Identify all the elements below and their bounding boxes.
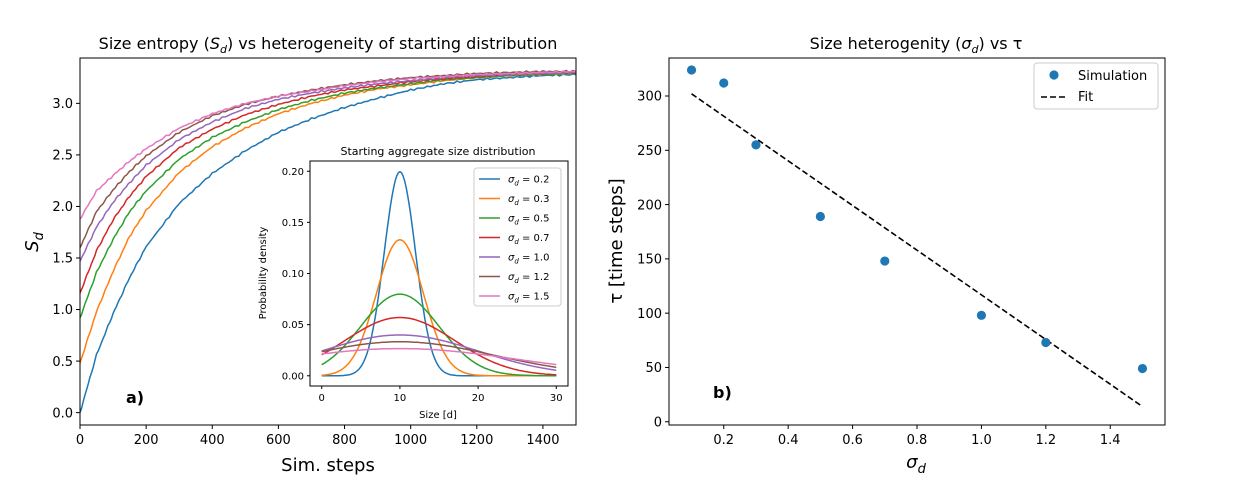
x-tick-label: 1000 [394,433,427,448]
y-tick-label: 2.5 [52,149,73,164]
tau-y-ticks: 0 50 100 150 200 250 300 [637,90,669,430]
y-tick-label: 250 [637,144,662,159]
x-tick-label: 800 [332,433,357,448]
entropy-line-d-0-2 [79,73,577,413]
y-tick-label: 200 [637,198,662,213]
legend-simulation-marker [1049,70,1059,80]
inset-axes-frame [309,160,569,387]
x-tick-label: 400 [200,433,225,448]
y-tick-label: 2.0 [52,200,73,215]
x-tick-label: 600 [266,433,291,448]
inset-x-label: Size [d] [419,410,457,421]
tau-x-ticks: 0.2 0.4 0.6 0.8 1.0 1.2 1.4 [713,425,1121,448]
entropy-chart-title: Size entropy (Sd) vs heterogeneity of st… [99,34,558,56]
inset-line-d-1-5 [321,347,557,366]
inset-legend-label: σd = 0.5 [508,214,549,227]
tau-chart: Size heterogenity (σd) vs τ 0.2 0.4 0.6 0.8… [606,34,1166,477]
entropy-line-d-1-5 [79,70,576,220]
tau-chart-title: Size heterogenity (σd) vs τ [810,34,1023,56]
legend-fit-label: Fit [1078,90,1093,105]
y-tick-label: 100 [637,307,662,322]
tau-legend: Simulation Fit [1033,62,1159,110]
inset-line-d-1-0 [321,334,557,372]
inset-legend-label: σd = 1.2 [508,272,549,285]
x-tick-label: 0.4 [778,433,799,448]
inset-y-label: Probability density [258,227,269,320]
inset-chart: Starting aggregate size distribution 0 10… [258,145,569,421]
y-tick-label: 0.10 [282,269,304,280]
x-tick-label: 20 [472,393,485,404]
inset-legend-label: σd = 0.2 [508,175,549,188]
y-tick-label: 0.20 [282,167,304,178]
simulation-point [976,310,987,320]
y-tick-label: 3.0 [52,97,73,112]
x-tick-label: 1.4 [1100,433,1121,448]
entropy-axes-frame [79,57,577,426]
y-tick-label: 1.5 [52,252,73,267]
x-tick-label: 30 [550,393,563,404]
y-tick-label: 50 [645,361,662,376]
entropy-chart: Size entropy (Sd) vs heterogeneity of st… [22,34,577,476]
x-tick-label: 0 [76,433,84,448]
inset-legend-label: σd = 0.3 [508,194,549,207]
y-tick-label: 0.0 [52,406,73,421]
inset-title: Starting aggregate size distribution [341,145,536,158]
inset-legend-items: σd = 0.2 σd = 0.3 σd = 0.5 σd = 0.7 σd = 1.0… [479,175,549,305]
y-tick-label: 150 [637,253,662,268]
x-tick-label: 1.0 [971,433,992,448]
tau-scatter-points [686,65,1148,374]
fit-line [691,93,1143,408]
x-tick-label: 10 [394,393,407,404]
y-tick-label: 0.05 [282,320,304,331]
y-tick-label: 0.15 [282,218,304,229]
y-tick-label: 0.5 [52,355,73,370]
tau-axes-frame [668,57,1166,426]
simulation-point [1041,337,1051,348]
tau-legend-items: Simulation Fit [1041,69,1147,105]
entropy-line-d-0-5 [79,72,577,319]
simulation-point [880,256,890,266]
inset-legend-label: σd = 1.5 [508,292,549,305]
simulation-point [719,78,729,88]
x-tick-label: 0.8 [907,433,928,448]
inset-legend-label: σd = 1.0 [508,253,549,266]
y-tick-label: 0 [654,415,662,430]
entropy-x-ticks: 0 200 400 600 800 1000 1200 1400 [76,425,559,448]
simulation-point [815,211,825,222]
inset-line-d-0-3 [321,239,557,377]
simulation-point [686,65,697,75]
x-tick-label: 0.6 [842,433,863,448]
inset-legend: σd = 0.2 σd = 0.3 σd = 0.5 σd = 0.7 σd = 1.0… [473,167,562,307]
legend-simulation-label: Simulation [1078,69,1147,84]
x-tick-label: 1.2 [1035,433,1056,448]
entropy-y-label: Sd [22,231,47,251]
inset-line-d-0-7 [321,316,557,376]
x-tick-label: 200 [134,433,159,448]
tau-y-label: τ [time steps] [606,178,627,303]
entropy-x-label: Sim. steps [281,455,375,476]
panel-label-a: a) [126,388,144,407]
x-tick-label: 0 [319,393,325,404]
entropy-line-d-0-7 [79,71,577,294]
x-tick-label: 1200 [460,433,493,448]
simulation-point [1137,363,1148,374]
inset-series-lines [321,170,557,377]
entropy-series-lines [79,69,577,413]
x-tick-label: 1400 [526,433,559,448]
y-tick-label: 300 [637,90,662,105]
simulation-point [751,140,761,150]
tau-fit-layer [691,93,1143,408]
inset-line-d-0-5 [321,293,557,377]
panel-label-b: b) [713,383,732,402]
inset-legend-label: σd = 0.7 [508,233,549,246]
y-tick-label: 0.00 [282,371,304,382]
inset-line-d-1-2 [321,341,557,369]
x-tick-label: 0.2 [713,433,734,448]
entropy-y-ticks: 0.0 0.5 1.0 1.5 2.0 2.5 3.0 [52,97,80,421]
inset-legend-box [473,167,562,307]
y-tick-label: 1.0 [52,303,73,318]
tau-x-label: σd [906,452,926,477]
